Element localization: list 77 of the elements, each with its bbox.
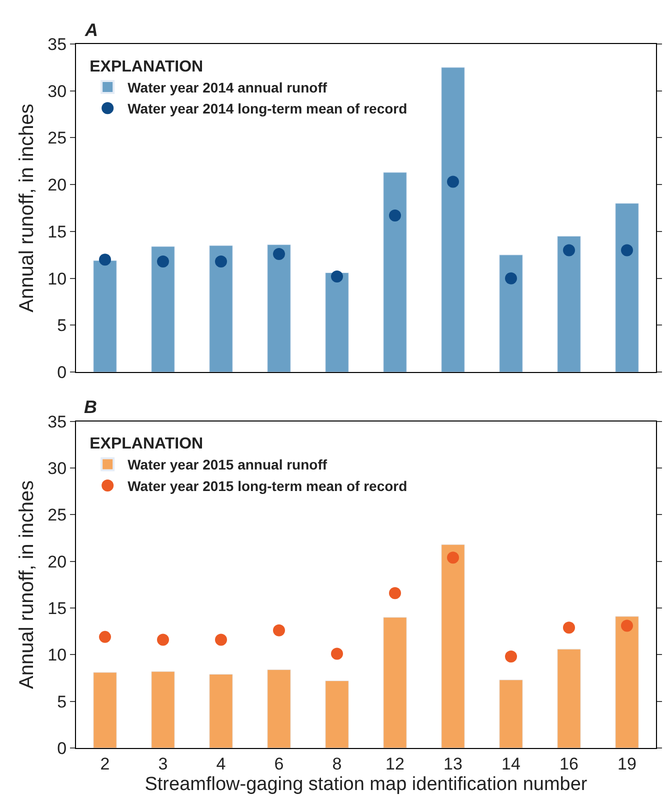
y-tick-label: 20 [48,552,67,572]
bar [151,246,175,372]
y-tick-label: 10 [48,646,67,665]
bar [209,674,233,748]
y-tick-label: 5 [57,316,67,336]
point [505,272,517,284]
x-tick-label: 13 [444,754,462,774]
bar [557,236,581,372]
x-tick-label: 12 [386,754,404,774]
point [99,254,111,266]
point [621,244,633,256]
x-tick-label: 16 [560,754,578,774]
point [157,634,169,646]
chart-title: A [84,20,98,40]
point [447,176,459,188]
legend-title: EXPLANATION [90,58,204,76]
point [331,270,343,282]
legend-label: Water year 2014 long-term mean of record [128,100,408,117]
bar [93,260,117,372]
bar [325,272,349,372]
point [621,620,633,632]
x-tick-label: 19 [618,754,636,774]
y-tick-label: 35 [48,34,67,54]
point [215,255,227,268]
point [215,634,227,646]
y-tick-label: 30 [48,458,67,478]
point [99,630,111,643]
bar [325,680,349,748]
point [157,255,169,268]
y-tick-label: 30 [48,82,67,101]
y-tick-label: 0 [57,363,67,382]
bar [383,617,407,748]
y-axis-title: Annual runoff, in inches [16,104,38,312]
bar [499,680,523,748]
bar [557,648,581,748]
x-tick-label: 6 [274,754,284,774]
legend-label: Water year 2015 long-term mean of record [128,478,408,494]
point [563,622,575,634]
bar [441,67,465,372]
bar [441,544,465,748]
y-tick-label: 25 [48,506,67,525]
point [563,244,575,256]
y-tick-label: 0 [57,738,67,758]
x-axis-title: Streamflow-gaging station map identification number [144,774,588,796]
legend-label: Water year 2014 annual runoff [128,79,328,96]
bar [267,669,291,748]
x-tick-label: 8 [332,754,342,774]
x-tick-label: 4 [216,754,226,774]
x-tick-label: 14 [502,754,520,774]
y-tick-label: 20 [48,176,67,195]
y-tick-label: 15 [48,598,67,618]
bar [615,203,639,372]
point [389,587,401,600]
legend-title: EXPLANATION [90,436,204,453]
y-tick-label: 5 [57,692,67,712]
point [273,248,285,260]
y-tick-label: 15 [48,222,67,242]
bar [267,244,291,372]
point [505,650,517,663]
bar [93,672,117,748]
point [331,648,343,660]
bar [499,254,523,372]
chart-title: B [84,397,97,417]
y-axis-title: Annual runoff, in inches [16,480,38,690]
point [447,552,459,564]
point [389,210,401,222]
bar [151,671,175,748]
y-tick-label: 10 [48,269,67,288]
y-tick-label: 35 [48,412,67,432]
x-tick-label: 2 [100,754,110,774]
bar [383,172,407,372]
bar [209,245,233,372]
bar [615,616,639,748]
point [273,624,285,636]
x-tick-label: 3 [158,754,168,774]
y-tick-label: 25 [48,128,67,148]
legend-label: Water year 2015 annual runoff [128,456,328,473]
